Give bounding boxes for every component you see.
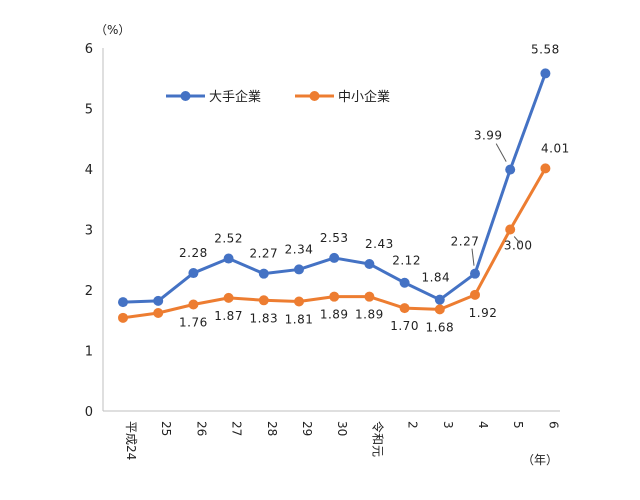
data-point — [540, 163, 551, 174]
data-label: 1.68 — [425, 320, 454, 334]
y-tick-label: 2 — [85, 284, 93, 299]
x-tick-label: 6 — [546, 421, 560, 429]
x-tick-label: 27 — [230, 421, 244, 436]
legend-swatch-marker — [309, 91, 320, 101]
data-label: 3.00 — [504, 239, 533, 253]
data-point — [188, 299, 199, 310]
y-axis-unit: （%） — [95, 23, 130, 37]
data-point — [399, 277, 410, 288]
data-point — [540, 68, 551, 79]
leader-line — [495, 143, 507, 162]
x-tick-label: 25 — [159, 421, 173, 436]
data-point — [188, 268, 199, 279]
data-label: 2.34 — [285, 242, 314, 256]
x-tick-label: 26 — [194, 421, 208, 436]
data-point — [434, 294, 445, 305]
x-tick-label: 30 — [335, 421, 349, 436]
data-label: 4.01 — [541, 141, 570, 155]
data-point — [294, 264, 304, 275]
data-label: 1.81 — [285, 312, 314, 326]
leader-line — [471, 248, 475, 266]
data-point — [258, 268, 269, 279]
data-point — [470, 268, 480, 279]
y-tick-label: 4 — [85, 163, 93, 178]
data-point — [223, 292, 234, 303]
legend-swatch-marker — [180, 91, 191, 101]
data-point — [258, 295, 269, 306]
x-tick-label: 28 — [265, 421, 279, 436]
x-tick-label: 令和元 — [370, 421, 385, 457]
leader-line — [513, 236, 521, 244]
data-label: 1.70 — [390, 319, 419, 333]
data-point — [505, 164, 516, 175]
x-tick-label: 3 — [441, 421, 455, 429]
data-label: 1.87 — [214, 309, 243, 323]
data-point — [470, 289, 480, 300]
data-point — [153, 295, 164, 306]
x-axis-unit: （年） — [522, 453, 558, 467]
data-label: 1.84 — [421, 271, 450, 285]
y-tick-label: 3 — [85, 224, 93, 239]
data-label: 1.89 — [320, 308, 349, 322]
x-tick-label: 2 — [406, 421, 420, 429]
x-tick-label: 平成24 — [124, 421, 138, 460]
y-tick-label: 6 — [85, 42, 93, 57]
data-label: 2.27 — [451, 235, 480, 249]
data-label: 2.52 — [214, 232, 243, 246]
data-point — [505, 224, 516, 235]
data-point — [294, 296, 304, 307]
data-label: 1.83 — [249, 311, 278, 325]
data-point — [434, 304, 445, 315]
data-point — [153, 307, 164, 318]
data-label: 1.76 — [179, 316, 208, 330]
data-label: 1.89 — [355, 308, 384, 322]
data-point — [329, 252, 340, 263]
data-point — [329, 291, 340, 302]
legend-label: 中小企業 — [338, 89, 390, 105]
data-point — [118, 312, 128, 323]
data-point — [364, 258, 375, 269]
x-tick-label: 4 — [476, 421, 490, 429]
data-label: 2.28 — [179, 246, 208, 260]
series-line — [122, 72, 547, 304]
data-label: 1.92 — [469, 306, 498, 320]
x-tick-label: 29 — [300, 421, 314, 436]
data-label: 2.12 — [392, 254, 421, 268]
y-tick-label: 5 — [85, 103, 93, 118]
data-point — [364, 291, 375, 302]
data-label: 2.27 — [249, 247, 278, 261]
data-label: 2.53 — [320, 231, 349, 245]
y-tick-label: 1 — [85, 345, 93, 360]
y-tick-label: 0 — [85, 405, 93, 420]
data-point — [399, 303, 410, 314]
data-label: 2.43 — [365, 237, 394, 251]
data-point — [118, 297, 128, 308]
legend-label: 大手企業 — [209, 89, 261, 105]
x-tick-label: 5 — [511, 421, 525, 429]
data-label: 5.58 — [531, 42, 560, 56]
data-label: 3.99 — [474, 129, 503, 143]
data-point — [223, 253, 234, 264]
